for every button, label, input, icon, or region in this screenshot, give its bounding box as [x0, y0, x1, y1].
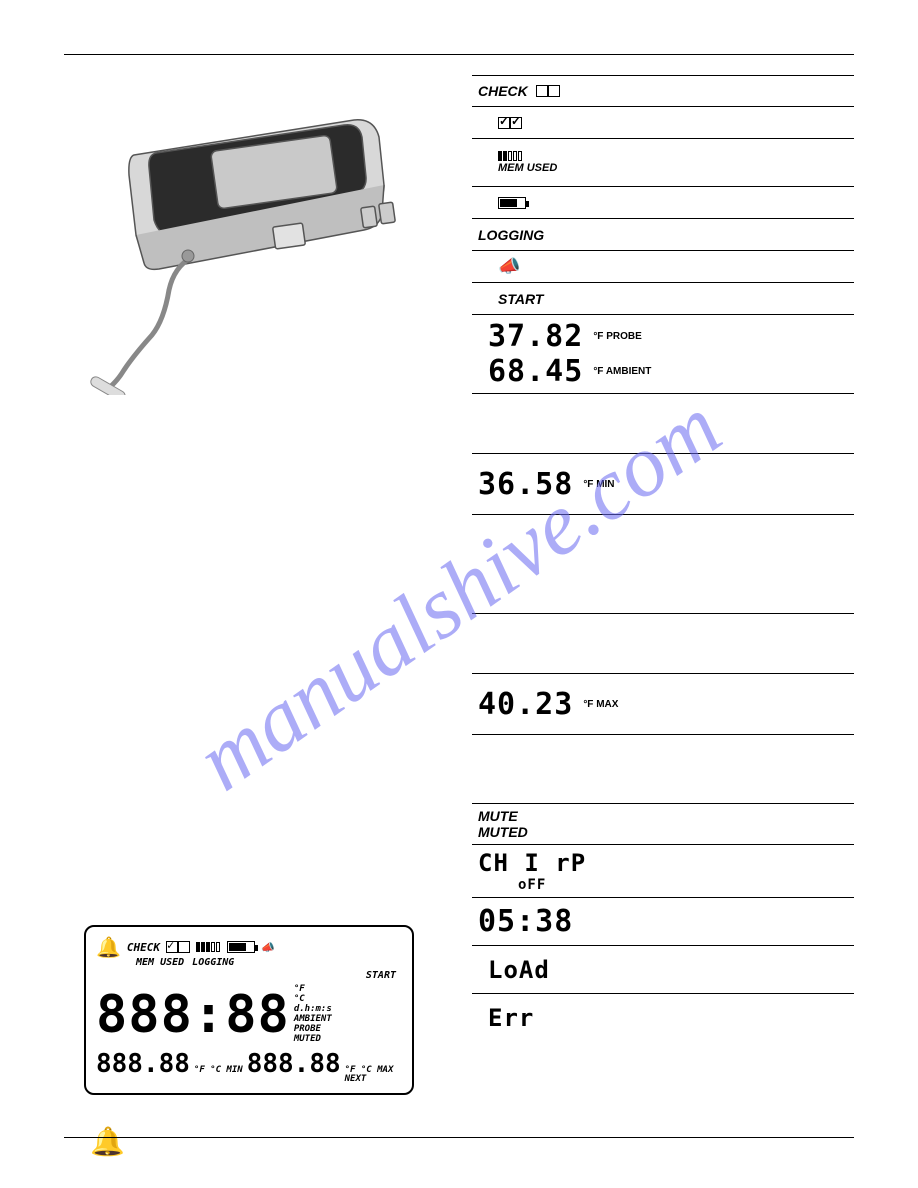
lcd-sub-row: MEM USED LOGGING [136, 957, 402, 968]
bottom-rule [64, 1137, 854, 1138]
chirp-off: oFF [518, 877, 546, 893]
lcd-battery-icon [227, 941, 255, 953]
min-temp-value: 36.58 [478, 467, 573, 502]
lcd-top-row: 🔔 CHECK 📣 [96, 935, 402, 959]
start-label: START [498, 291, 543, 307]
time-value: 05:38 [478, 904, 573, 939]
probe-temp-value: 37.82 [488, 319, 583, 354]
lcd-bottom-row: 888.88 °F °C MIN 888.88 °F °C MAX NEXT [96, 1049, 402, 1085]
row-err: Err [472, 994, 854, 1042]
row-min-temp: 36.58 °F MIN [472, 454, 854, 514]
row-start: START [472, 283, 854, 315]
horn-icon: 📣 [261, 941, 275, 954]
mute-label: MUTE [478, 808, 518, 824]
horn-icon-row: 📣 [498, 256, 520, 277]
row-probe-temp: 37.82 °F PROBE [472, 315, 854, 354]
row-checked [472, 107, 854, 139]
row-ambient-temp: 68.45 °F AMBIENT [472, 354, 854, 394]
ambient-temp-sub: °F AMBIENT [593, 366, 651, 377]
lcd-panel: 🔔 CHECK 📣 MEM USED LOGGING START 888:88 … [84, 925, 414, 1095]
gap-4 [472, 734, 854, 804]
lcd-check-icons [166, 941, 190, 953]
checked-boxes-icon [498, 117, 522, 129]
lcd-check-label: CHECK [127, 941, 160, 954]
device-illustration [74, 95, 414, 395]
probe-temp-sub: °F PROBE [593, 331, 641, 342]
bell-icon-large: 🔔 [90, 1126, 125, 1157]
row-time: 05:38 [472, 898, 854, 946]
check-label: CHECK [478, 83, 528, 99]
lcd-bottom-right: 888.88 [247, 1049, 341, 1079]
left-column: 🔔 CHECK 📣 MEM USED LOGGING START 888:88 … [64, 75, 444, 1158]
mem-bars-icon [498, 151, 557, 161]
lcd-side-labels: °F °C d.h:m:s AMBIENT PROBE MUTED [294, 985, 332, 1044]
mem-used-label: MEM USED [498, 163, 557, 175]
bell-icon: 🔔 [96, 935, 121, 959]
lcd-mem-bars-icon [196, 942, 221, 952]
gap-3 [472, 614, 854, 674]
max-temp-sub: °F MAX [583, 699, 618, 710]
right-column: CHECK MEM USED LOGGING 📣 [472, 75, 854, 1158]
lcd-bottom-left-sub: °F °C MIN [194, 1065, 243, 1075]
battery-icon [498, 197, 526, 209]
lcd-main-row: 888:88 °F °C d.h:m:s AMBIENT PROBE MUTED [96, 985, 402, 1045]
row-horn: 📣 [472, 251, 854, 283]
lcd-bottom-left: 888.88 [96, 1049, 190, 1079]
gap-2 [472, 514, 854, 614]
row-battery [472, 187, 854, 219]
min-temp-sub: °F MIN [583, 479, 614, 490]
chirp-value: CH I rP [478, 849, 586, 877]
row-max-temp: 40.23 °F MAX [472, 674, 854, 734]
max-temp-value: 40.23 [478, 687, 573, 722]
lcd-bottom-right-sub-stack: °F °C MAX NEXT [345, 1066, 394, 1085]
gap-1 [472, 394, 854, 454]
lcd-start-label: START [96, 970, 402, 981]
row-logging: LOGGING [472, 219, 854, 251]
page: 🔔 CHECK 📣 MEM USED LOGGING START 888:88 … [0, 0, 918, 1188]
lcd-mem-used-label: MEM USED [136, 957, 184, 968]
row-mem-used: MEM USED [472, 139, 854, 187]
muted-label: MUTED [478, 824, 528, 840]
device-svg [74, 95, 414, 395]
row-mute: MUTE MUTED [472, 804, 854, 845]
empty-boxes-icon [536, 85, 560, 97]
content-columns: 🔔 CHECK 📣 MEM USED LOGGING START 888:88 … [64, 75, 854, 1158]
logging-label: LOGGING [478, 227, 544, 243]
top-rule [64, 54, 854, 55]
bell-row: 🔔 [90, 1125, 444, 1158]
row-check: CHECK [472, 75, 854, 107]
err-value: Err [488, 1004, 534, 1032]
row-load: LoAd [472, 946, 854, 994]
load-value: LoAd [488, 956, 550, 984]
row-chirp: CH I rP oFF [472, 845, 854, 898]
ambient-temp-value: 68.45 [488, 354, 583, 389]
lcd-main-digits: 888:88 [96, 985, 290, 1045]
lcd-logging-label: LOGGING [192, 957, 234, 968]
